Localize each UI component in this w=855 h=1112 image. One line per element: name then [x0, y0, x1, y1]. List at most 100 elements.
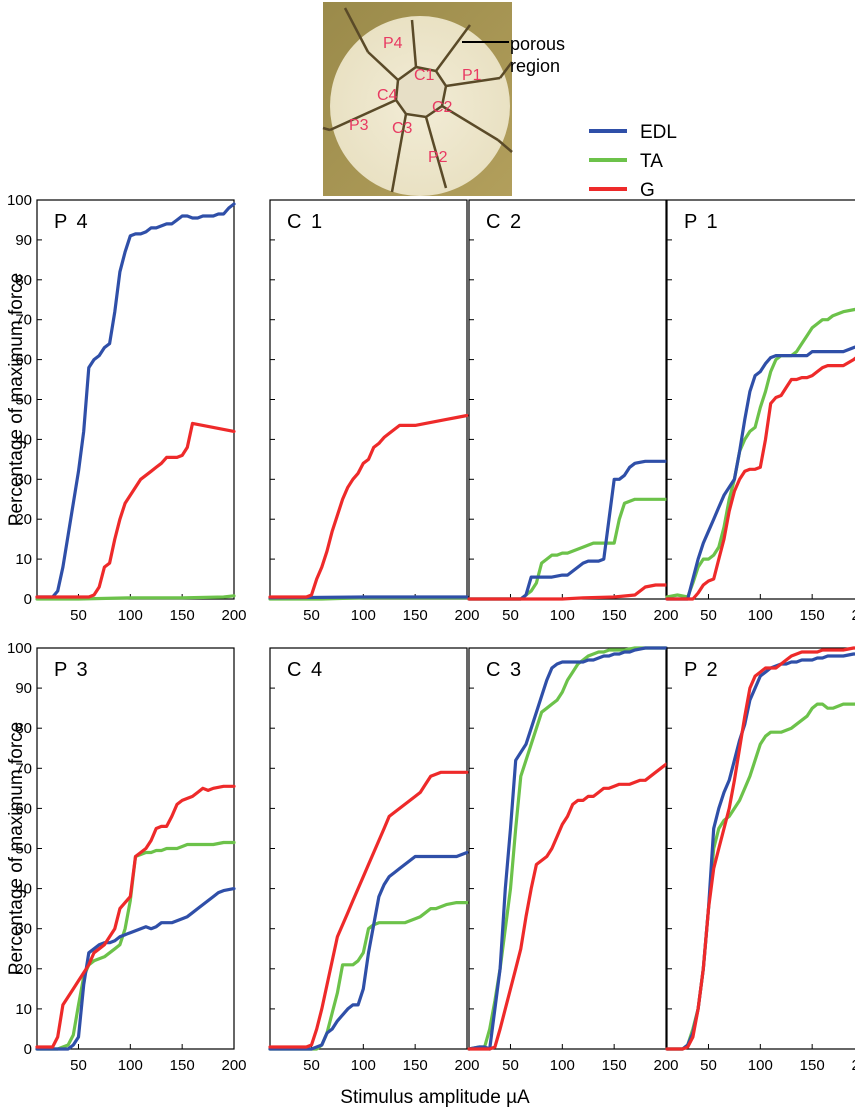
y-tick-label: 100: [7, 192, 32, 209]
series-edl-p1: [665, 345, 855, 601]
series-g-p3: [35, 784, 236, 1049]
x-tick-label: 100: [351, 607, 376, 624]
panel-label-c4: C 4: [287, 659, 324, 681]
photo-site-c3: C3: [392, 120, 413, 137]
x-tick-label: 150: [800, 1057, 825, 1074]
x-tick-label: 200: [851, 607, 855, 624]
y-tick-label: 50: [15, 392, 32, 409]
panel-c4: 50 100 150 200 C 4: [268, 647, 480, 1074]
x-tick-label: 200: [454, 607, 479, 624]
y-tick-label: 40: [15, 881, 32, 898]
series-edl-c1: [268, 595, 469, 600]
x-tick-label: 50: [700, 1057, 717, 1074]
panel-label-p2: P 2: [684, 659, 720, 681]
y-tick-label: 20: [15, 961, 32, 978]
x-tick-label: 100: [118, 1057, 143, 1074]
photo-site-p1: P1: [462, 67, 482, 84]
y-tick-label: 30: [15, 471, 32, 488]
series-ta-p4: [35, 594, 236, 601]
photo-site-p4: P4: [383, 35, 403, 52]
panel-c1: 50 100 150 200 C 1: [268, 199, 480, 624]
y-tick-label: 10: [15, 1001, 32, 1018]
x-tick-label: 150: [602, 607, 627, 624]
series-g-p2: [665, 646, 855, 1051]
series-edl-c2: [467, 459, 668, 601]
x-tick-label: 50: [303, 607, 320, 624]
panel-p4: 50 100 150 200 0 10 20 30 40 50 60 70 80 90 100 P 4: [7, 192, 247, 624]
x-axis-title: Stimulus amplitude µA: [340, 1087, 530, 1108]
legend-label-g: G: [640, 180, 655, 201]
y-tick-label: 60: [15, 800, 32, 817]
panel-frame: [468, 647, 667, 1050]
panel-label-c3: C 3: [486, 659, 523, 681]
x-tick-label: 50: [70, 607, 87, 624]
x-tick-label: 200: [851, 1057, 855, 1074]
y-tick-label: 70: [15, 760, 32, 777]
series-g-c3: [467, 762, 668, 1051]
x-tick-label: 50: [70, 1057, 87, 1074]
series-g-c4: [268, 770, 469, 1049]
panel-c3: 50 100 150 200 C 3: [467, 646, 679, 1074]
legend-label-edl: EDL: [640, 122, 677, 143]
x-tick-label: 150: [800, 607, 825, 624]
series-ta-p1: [665, 307, 855, 599]
y-tick-label: 0: [24, 591, 32, 608]
x-tick-label: 200: [454, 1057, 479, 1074]
series-edl-p4: [35, 202, 236, 599]
panel-p1: 50 100 150 200 P 1: [665, 199, 855, 624]
photo-site-c4: C4: [377, 87, 398, 104]
y-tick-label: 70: [15, 312, 32, 329]
photo-site-c1: C1: [414, 67, 435, 84]
x-tick-label: 200: [221, 607, 246, 624]
series-g-p1: [665, 356, 855, 601]
y-tick-label: 50: [15, 841, 32, 858]
electrode-photo: P4 C1 P1 C4 C2 P3 C3 P2 porous region: [322, 2, 565, 196]
x-tick-label: 150: [170, 607, 195, 624]
panel-label-c2: C 2: [486, 211, 523, 233]
panel-frame: [468, 199, 667, 600]
x-tick-label: 100: [550, 1057, 575, 1074]
series-edl-c4: [268, 850, 469, 1051]
y-tick-label: 60: [15, 352, 32, 369]
y-axis-title: Percentage of maximum force: [6, 722, 27, 975]
y-tick-label: 90: [15, 232, 32, 249]
x-tick-label: 150: [170, 1057, 195, 1074]
y-axis-title: Percentage of maximum force: [6, 273, 27, 526]
photo-site-p2: P2: [428, 149, 448, 166]
panel-frame: [666, 199, 855, 600]
x-tick-label: 50: [303, 1057, 320, 1074]
x-tick-label: 200: [653, 1057, 678, 1074]
panel-p3: 50 100 150 200 0 10 20 30 40 50 60 70 80 90 100 P 3: [7, 640, 247, 1074]
panel-frame: [666, 647, 855, 1050]
porous-region-label: porous region: [510, 34, 565, 76]
x-tick-label: 100: [118, 607, 143, 624]
y-tick-label: 40: [15, 431, 32, 448]
series-g-c1: [268, 413, 469, 599]
series-ta-c4: [268, 901, 469, 1051]
series-edl-c3: [467, 646, 668, 1051]
y-tick-label: 80: [15, 272, 32, 289]
x-tick-label: 100: [550, 607, 575, 624]
panel-frame: [269, 199, 468, 600]
y-tick-label: 20: [15, 511, 32, 528]
panel-label-p1: P 1: [684, 211, 720, 233]
y-tick-label: 90: [15, 680, 32, 697]
photo-site-p3: P3: [349, 117, 369, 134]
panel-c2: 50 100 150 200 C 2: [467, 199, 679, 624]
y-tick-label: 10: [15, 551, 32, 568]
x-tick-label: 100: [351, 1057, 376, 1074]
x-tick-label: 200: [221, 1057, 246, 1074]
panel-p2: 50 100 150 200 P 2: [665, 646, 855, 1074]
x-tick-label: 50: [700, 607, 717, 624]
x-tick-label: 100: [748, 1057, 773, 1074]
x-tick-label: 100: [748, 607, 773, 624]
panel-frame: [269, 647, 468, 1050]
photo-site-c2: C2: [432, 99, 453, 116]
x-tick-label: 50: [502, 1057, 519, 1074]
series-g-p4: [35, 421, 236, 599]
x-tick-label: 150: [602, 1057, 627, 1074]
y-tick-label: 30: [15, 921, 32, 938]
series-ta-c2: [467, 497, 668, 601]
series-g-c2: [467, 583, 668, 601]
